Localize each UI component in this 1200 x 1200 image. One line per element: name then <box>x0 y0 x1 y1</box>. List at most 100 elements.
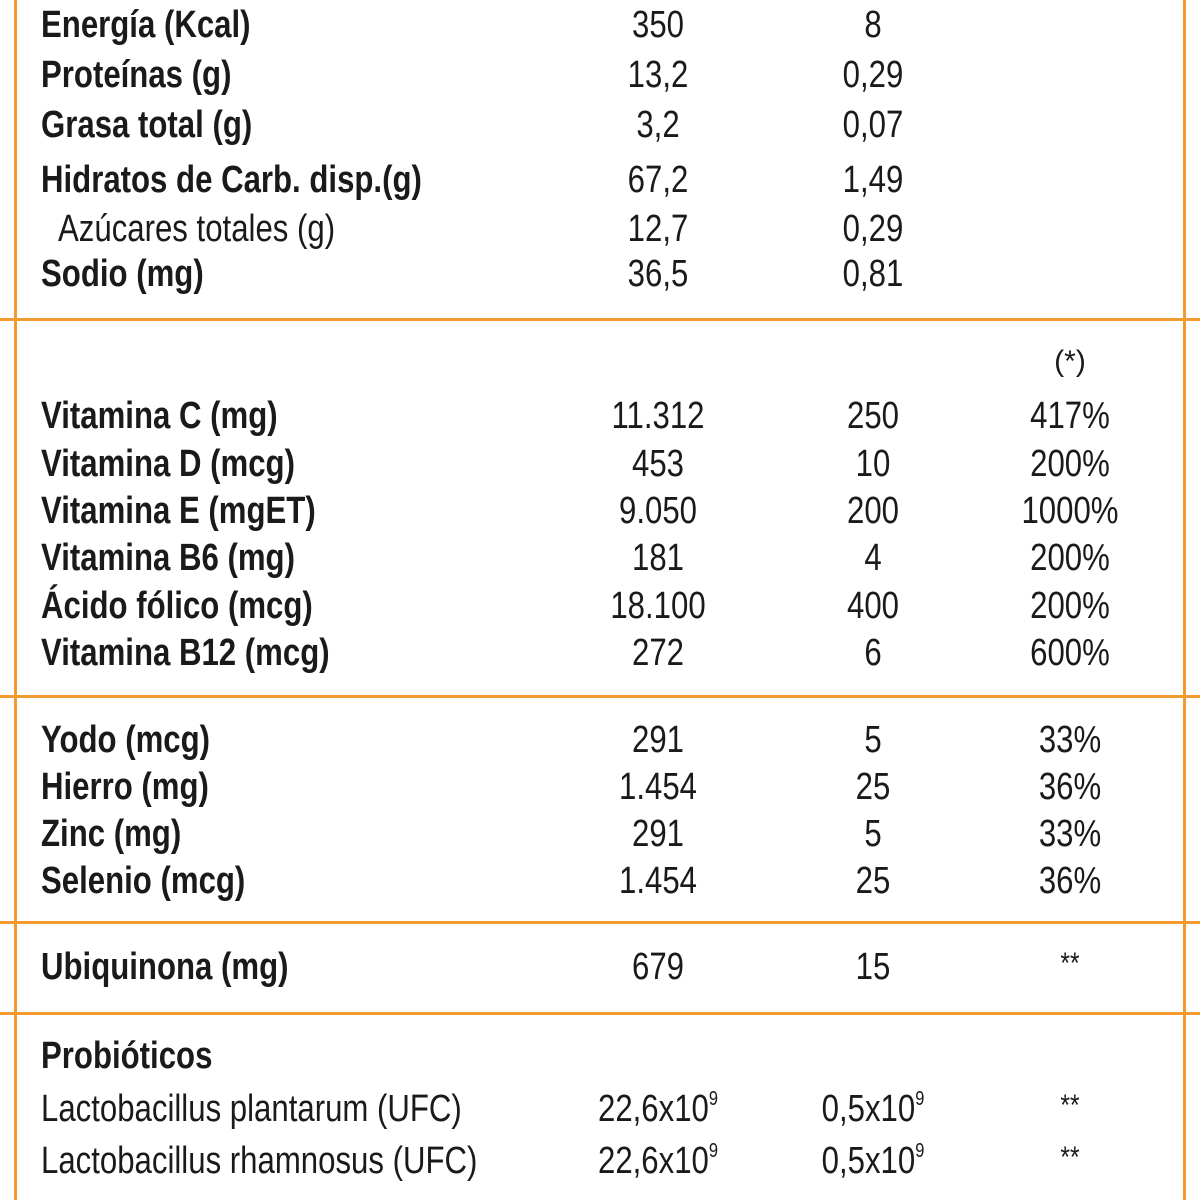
value-col2: 5 <box>864 719 882 761</box>
value-col2: 0,07 <box>842 104 904 146</box>
value-col3: 200% <box>1030 443 1110 485</box>
value-col2: 0,29 <box>842 208 904 250</box>
value-base: 22,6x10 <box>597 1088 709 1130</box>
value-col1: 291 <box>632 813 684 855</box>
value-exponent: 9 <box>915 1140 925 1162</box>
value-base: 22,6x10 <box>597 1140 709 1182</box>
value-col3: ** <box>1060 947 1080 980</box>
value-col1: 291 <box>632 719 684 761</box>
divider-minerals-ubiquinona <box>0 921 1200 924</box>
nutrient-label: Yodo (mcg) <box>41 719 211 761</box>
value-col3: 36% <box>1038 860 1102 902</box>
value-col1: 350 <box>632 4 684 46</box>
table-row: Selenio (mcg) 1.454 25 36% <box>0 858 1200 904</box>
value-col2: 15 <box>855 946 891 988</box>
value-col1: 22,6x109 <box>588 1086 727 1132</box>
value-col2: 4 <box>864 537 882 579</box>
nutrient-label: Proteínas (g) <box>41 54 232 96</box>
table-row: Lactobacillus plantarum (UFC) 22,6x109 0… <box>0 1086 1200 1132</box>
table-row: Sodio (mg) 36,5 0,81 <box>0 251 1200 297</box>
nutrient-label: Vitamina B6 (mg) <box>41 537 295 579</box>
table-row: Hidratos de Carb. disp.(g) 67,2 1,49 <box>0 157 1200 203</box>
value-col2: 400 <box>847 585 899 627</box>
value-col1: 9.050 <box>619 490 697 532</box>
value-col1: 36,5 <box>627 253 689 295</box>
value-col3: 1000% <box>1021 490 1119 532</box>
value-col3: 33% <box>1038 813 1102 855</box>
value-col1: 12,7 <box>627 208 689 250</box>
value-exponent: 9 <box>708 1140 719 1162</box>
nutrient-label: Vitamina B12 (mcg) <box>41 632 330 674</box>
vitamins-footnote-marker: (*) <box>1054 345 1086 378</box>
value-col1: 22,6x109 <box>588 1138 727 1184</box>
table-row: Vitamina B6 (mg) 181 4 200% <box>0 535 1200 581</box>
value-col1: 1.454 <box>619 860 697 902</box>
value-col1: 13,2 <box>627 54 689 96</box>
value-base: 0,5x10 <box>821 1140 916 1182</box>
table-row: Vitamina D (mcg) 453 10 200% <box>0 441 1200 487</box>
nutrient-label: Azúcares totales (g) <box>58 208 336 250</box>
value-exponent: 9 <box>708 1088 719 1110</box>
divider-macros-vitamins <box>0 318 1200 321</box>
table-right-border <box>1183 0 1186 1200</box>
nutrient-label: Vitamina C (mg) <box>41 395 278 437</box>
value-col2: 8 <box>864 4 882 46</box>
value-col2: 0,5x109 <box>803 1138 942 1184</box>
nutrient-label: Selenio (mcg) <box>41 860 246 902</box>
value-col3: 36% <box>1038 766 1102 808</box>
table-row: Lactobacillus rhamnosus (UFC) 22,6x109 0… <box>0 1138 1200 1184</box>
value-col1: 453 <box>632 443 684 485</box>
value-col2: 0,29 <box>842 54 904 96</box>
nutrient-label: Ubiquinona (mg) <box>41 946 289 988</box>
nutrient-label: Hierro (mg) <box>41 766 209 808</box>
divider-ubiquinona-probiotics <box>0 1012 1200 1015</box>
nutrient-label: Hidratos de Carb. disp.(g) <box>41 159 422 201</box>
value-col2: 6 <box>864 632 882 674</box>
value-col1: 11.312 <box>611 395 705 437</box>
value-col3: ** <box>1060 1141 1080 1174</box>
value-col2: 250 <box>847 395 899 437</box>
value-col1: 1.454 <box>619 766 697 808</box>
nutrient-label: Grasa total (g) <box>41 104 253 146</box>
table-row: Hierro (mg) 1.454 25 36% <box>0 764 1200 810</box>
value-col1: 67,2 <box>627 159 689 201</box>
nutrient-label: Lactobacillus plantarum (UFC) <box>41 1088 462 1130</box>
probiotics-heading: Probióticos <box>41 1035 213 1077</box>
value-col2: 25 <box>855 766 891 808</box>
value-col1: 181 <box>632 537 684 579</box>
table-row: Vitamina E (mgET) 9.050 200 1000% <box>0 488 1200 534</box>
value-col2: 0,81 <box>842 253 904 295</box>
nutrient-label: Sodio (mg) <box>41 253 204 295</box>
table-row: Grasa total (g) 3,2 0,07 <box>0 102 1200 148</box>
value-col3: 200% <box>1030 585 1110 627</box>
nutrient-label: Zinc (mg) <box>41 813 182 855</box>
value-col2: 0,5x109 <box>803 1086 942 1132</box>
value-col1: 18.100 <box>610 585 706 627</box>
value-exponent: 9 <box>915 1088 925 1110</box>
value-col2: 200 <box>847 490 899 532</box>
value-col3: 600% <box>1030 632 1110 674</box>
nutrient-label: Lactobacillus rhamnosus (UFC) <box>41 1140 478 1182</box>
value-col2: 25 <box>855 860 891 902</box>
table-row: Proteínas (g) 13,2 0,29 <box>0 52 1200 98</box>
table-row: Vitamina C (mg) 11.312 250 417% <box>0 393 1200 439</box>
table-row: Ubiquinona (mg) 679 15 ** <box>0 944 1200 990</box>
value-col1: 679 <box>632 946 684 988</box>
nutrient-label: Vitamina D (mcg) <box>41 443 295 485</box>
table-row: Ácido fólico (mcg) 18.100 400 200% <box>0 583 1200 629</box>
table-left-border <box>14 0 17 1200</box>
table-row: Yodo (mcg) 291 5 33% <box>0 717 1200 763</box>
value-col2: 1,49 <box>842 159 904 201</box>
value-base: 0,5x10 <box>821 1088 916 1130</box>
value-col3: 417% <box>1030 395 1110 437</box>
value-col3: 33% <box>1038 719 1102 761</box>
table-row: Vitamina B12 (mcg) 272 6 600% <box>0 630 1200 676</box>
value-col3: 200% <box>1030 537 1110 579</box>
nutrient-label: Vitamina E (mgET) <box>41 490 316 532</box>
value-col3: ** <box>1060 1089 1080 1122</box>
nutrient-label: Energía (Kcal) <box>41 4 251 46</box>
value-col1: 3,2 <box>636 104 680 146</box>
value-col1: 272 <box>632 632 684 674</box>
table-row: Zinc (mg) 291 5 33% <box>0 811 1200 857</box>
value-col2: 10 <box>855 443 891 485</box>
